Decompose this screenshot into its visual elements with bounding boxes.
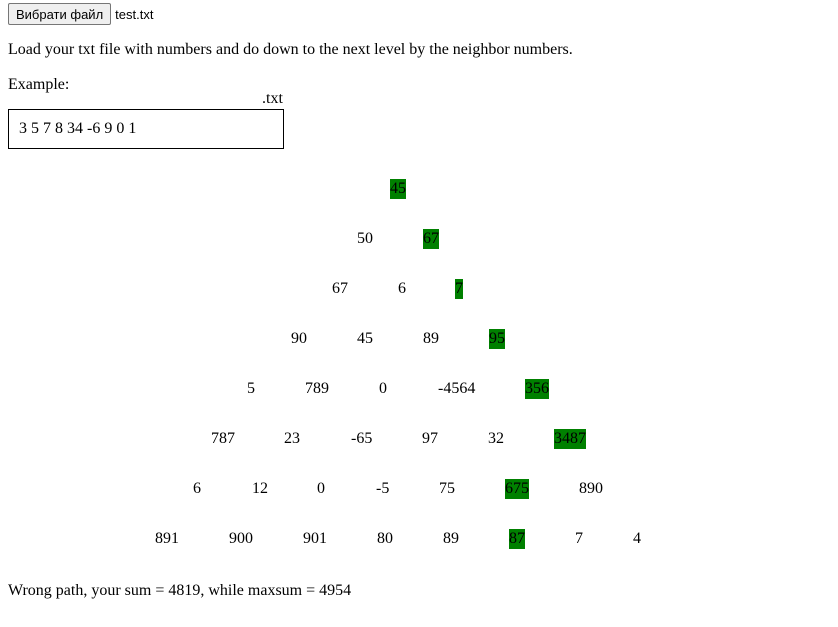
pyramid-path-number: 45 (390, 179, 406, 199)
pyramid-number: -65 (351, 430, 373, 447)
pyramid-number: -4564 (438, 380, 476, 397)
pyramid-path-number: 95 (489, 329, 505, 349)
pyramid-number: 89 (443, 530, 459, 547)
pyramid-number: 75 (439, 480, 455, 497)
pyramid-number: 50 (357, 230, 373, 247)
pyramid-path-number: 3487 (554, 429, 586, 449)
pyramid-path-number: 67 (423, 229, 439, 249)
example-label: Example: (8, 76, 70, 93)
pyramid-number: 891 (155, 530, 179, 547)
pyramid-number: 0 (317, 480, 325, 497)
pyramid-number: 45 (357, 330, 373, 347)
choose-file-button[interactable]: Вибрати файл (8, 3, 112, 25)
pyramid-number: 4 (633, 530, 641, 547)
pyramid-number: -5 (376, 480, 390, 497)
pyramid-number: 787 (211, 430, 235, 447)
pyramid-number: 6 (398, 280, 406, 297)
pyramid-number: 900 (229, 530, 253, 547)
pyramid-path-number: 675 (505, 479, 529, 499)
pyramid-number: 97 (422, 430, 438, 447)
pyramid-number: 23 (284, 430, 300, 447)
instruction-text: Load your txt file with numbers and do d… (8, 41, 573, 58)
pyramid-number: 7 (575, 530, 583, 547)
example-file-extension: .txt (262, 90, 283, 107)
example-file-box: 3 5 7 8 34 -6 9 0 1 (8, 109, 284, 149)
pyramid-number: 67 (332, 280, 348, 297)
pyramid-number: 89 (423, 330, 439, 347)
pyramid-path-number: 87 (509, 529, 525, 549)
selected-file-name: test.txt (115, 6, 154, 22)
pyramid-number: 901 (303, 530, 327, 547)
pyramid-number: 0 (379, 380, 387, 397)
pyramid-path-number: 7 (455, 279, 463, 299)
pyramid-number: 80 (377, 530, 393, 547)
pyramid-number: 890 (579, 480, 603, 497)
pyramid-number: 5 (247, 380, 255, 397)
pyramid-number: 6 (193, 480, 201, 497)
pyramid-number: 789 (305, 380, 329, 397)
file-input[interactable]: Вибрати файл test.txt (8, 3, 153, 25)
pyramid-path-number: 356 (525, 379, 549, 399)
example-content: 3 5 7 8 34 -6 9 0 1 (19, 120, 137, 137)
pyramid-number: 32 (488, 430, 504, 447)
pyramid-number: 12 (252, 480, 268, 497)
pyramid-number: 90 (291, 330, 307, 347)
result-message: Wrong path, your sum = 4819, while maxsu… (8, 582, 352, 599)
